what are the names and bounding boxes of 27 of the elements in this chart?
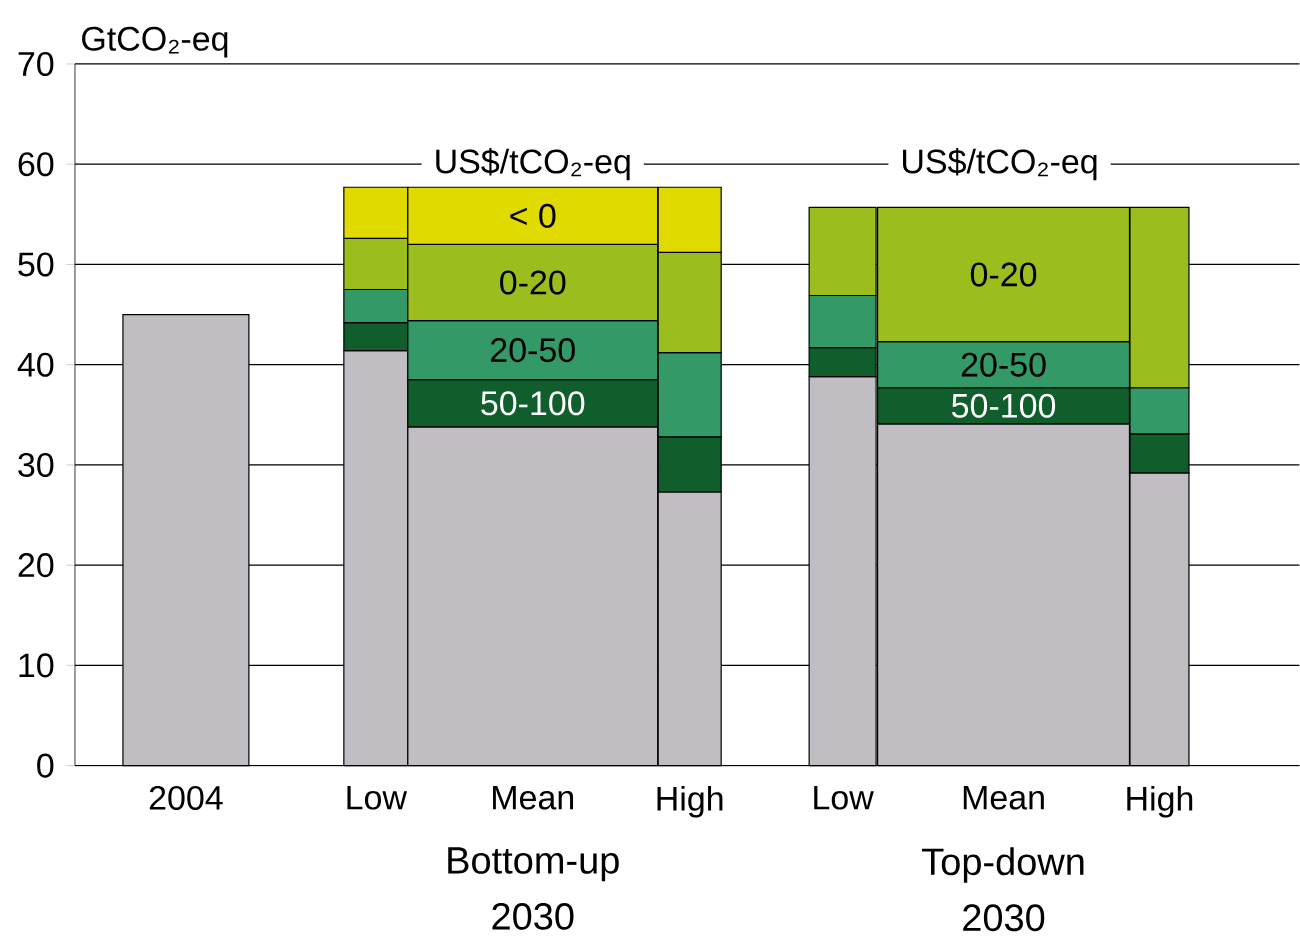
text: 50-100 [481,391,585,416]
annotation: US$/tCO₂-eq [436,148,630,181]
y-tick-label: 30 [18,453,54,478]
y-tick-label: 20 [18,553,54,578]
series-label: 50-100 [951,393,1056,419]
y-tick-label: 0 [37,753,54,778]
series-label: < 0 [510,204,556,229]
y-tick-label: 50 [18,252,54,277]
x-tick-label: Mean [493,786,574,810]
text: 0-20 [970,262,1037,287]
x-tick-label: Mean [963,786,1044,810]
x-tick-label: High [657,786,723,818]
text: Top-down 2030 [922,847,1084,932]
y-axis-title: GtCO₂-eq [82,27,228,58]
y-tick-label: 10 [19,653,54,678]
y-tick-label: 70 [18,52,54,77]
x-tick-label: Low [347,786,408,810]
y-tick-label: 60 [18,152,54,177]
y-tick-label: 40 [17,352,54,377]
x-tick-label: 2004 [149,786,223,811]
annotation: US$/tCO₂-eq [903,148,1097,181]
series-label: 0-20 [500,270,566,295]
text: 20-50 [491,338,575,363]
series-label: 20-50 [961,352,1046,377]
text: Bottom-up 2030 [448,847,619,931]
x-tick-label: High [1127,786,1193,818]
x-tick-label: Low [814,786,874,810]
